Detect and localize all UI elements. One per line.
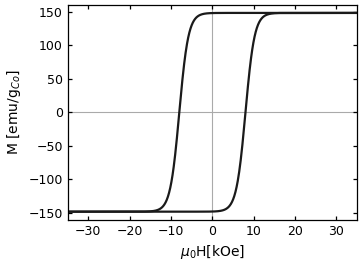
X-axis label: $\mu_0$H[kOe]: $\mu_0$H[kOe]	[180, 243, 245, 261]
Y-axis label: M [emu/g$_{Co}$]: M [emu/g$_{Co}$]	[5, 69, 23, 155]
